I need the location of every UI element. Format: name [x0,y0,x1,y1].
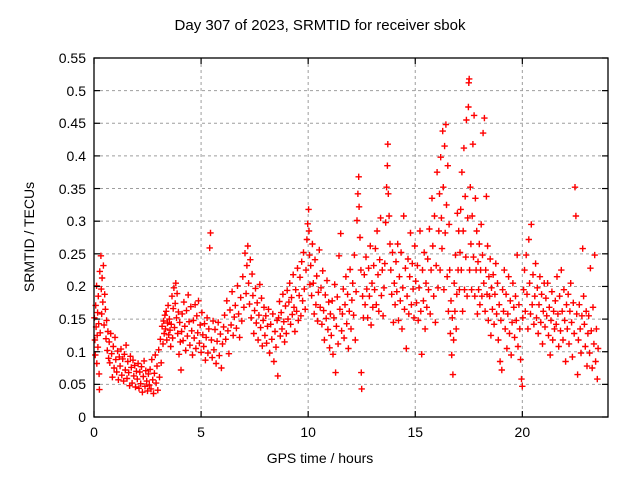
y-tick-label: 0 [78,409,86,425]
y-tick-label: 0.5 [66,82,86,99]
y-tick-label: 0.05 [58,376,86,393]
plot-border [93,57,609,418]
scatter-points [91,75,602,397]
x-axis-title: GPS time / hours [266,450,374,466]
x-tick-label: 15 [407,424,424,440]
x-tick-label: 5 [197,424,205,440]
y-tick-label: 0.4 [66,147,86,164]
y-tick-label: 0.3 [66,213,86,230]
y-tick-label: 0.15 [58,311,86,328]
y-tick-label: 0.2 [66,278,86,295]
y-tick-label: 0.35 [58,180,86,197]
y-tick-label: 0.1 [66,343,86,360]
x-tick-label: 0 [90,424,98,440]
chart-title: Day 307 of 2023, SRMTID for receiver sbo… [174,17,466,34]
x-tick-label: 20 [514,424,531,440]
y-tick-label: 0.45 [58,115,86,132]
x-tick-label: 10 [300,424,316,440]
y-tick-label: 0.25 [58,245,86,262]
y-tick-label: 0.55 [58,50,86,66]
